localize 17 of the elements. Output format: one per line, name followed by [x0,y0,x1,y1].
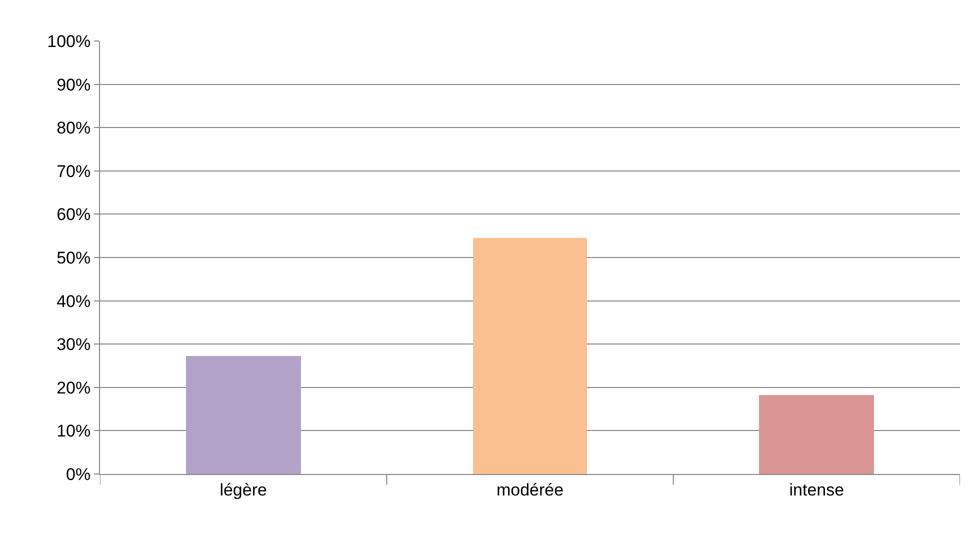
y-tick-label: 20% [56,378,91,398]
y-tick-label: 60% [56,205,91,224]
y-tick-label: 40% [56,292,91,311]
y-tick-label: 30% [56,335,91,354]
y-tick-label: 10% [56,422,91,441]
y-tick-label: 100% [47,32,91,51]
y-tick-label: 50% [56,248,91,268]
x-tick-label: modérée [496,480,564,500]
bar [473,238,587,474]
y-tick-label: 70% [56,162,91,181]
bar [759,395,874,474]
y-tick-label: 80% [56,118,91,138]
y-tick-label: 90% [56,75,91,94]
y-tick-label: 0% [66,464,91,484]
x-tick-label: intense [789,480,844,500]
x-tick-label: légère [220,480,267,500]
bar [186,356,301,474]
